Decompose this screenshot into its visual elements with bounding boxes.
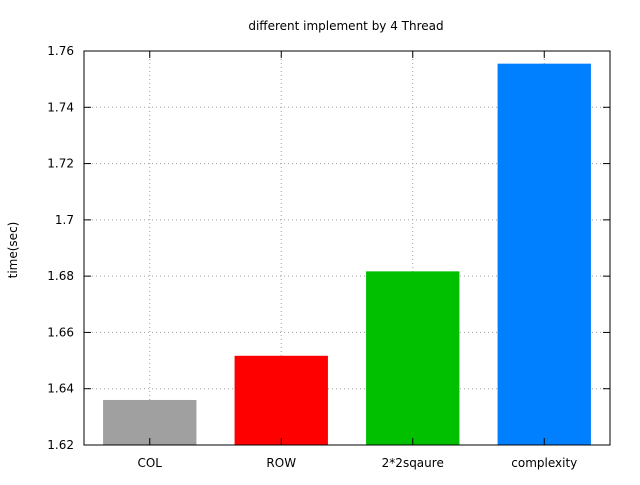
y-tick-label: 1.7 — [55, 213, 74, 227]
y-tick-label: 1.72 — [47, 157, 74, 171]
y-tick-label: 1.68 — [47, 269, 74, 283]
y-tick-label: 1.74 — [47, 100, 74, 114]
bar-row — [234, 355, 328, 445]
bar-2-2sqaure — [366, 271, 460, 445]
x-tick-label: 2*2sqaure — [382, 456, 444, 470]
y-tick-label: 1.62 — [47, 438, 74, 452]
x-tick-label: COL — [137, 456, 162, 470]
y-tick-label: 1.76 — [47, 44, 74, 58]
plot-frame — [83, 50, 611, 446]
bars — [103, 63, 591, 446]
chart-title: different implement by 4 Thread — [248, 19, 443, 33]
x-tick-label: complexity — [511, 456, 577, 470]
bar-complexity — [497, 63, 591, 446]
y-tick-label: 1.64 — [47, 382, 74, 396]
y-tick-label: 1.66 — [47, 325, 74, 339]
x-tick-label: ROW — [266, 456, 296, 470]
y-axis-ticks: 1.62 1.64 1.66 1.68 1.7 1.72 1.74 1.76 — [47, 44, 610, 452]
plot-border — [83, 50, 611, 446]
y-axis-label: time(sec) — [6, 222, 20, 279]
bar-col — [103, 399, 197, 445]
x-axis-ticks: COL ROW 2*2sqaure complexity — [137, 51, 577, 470]
